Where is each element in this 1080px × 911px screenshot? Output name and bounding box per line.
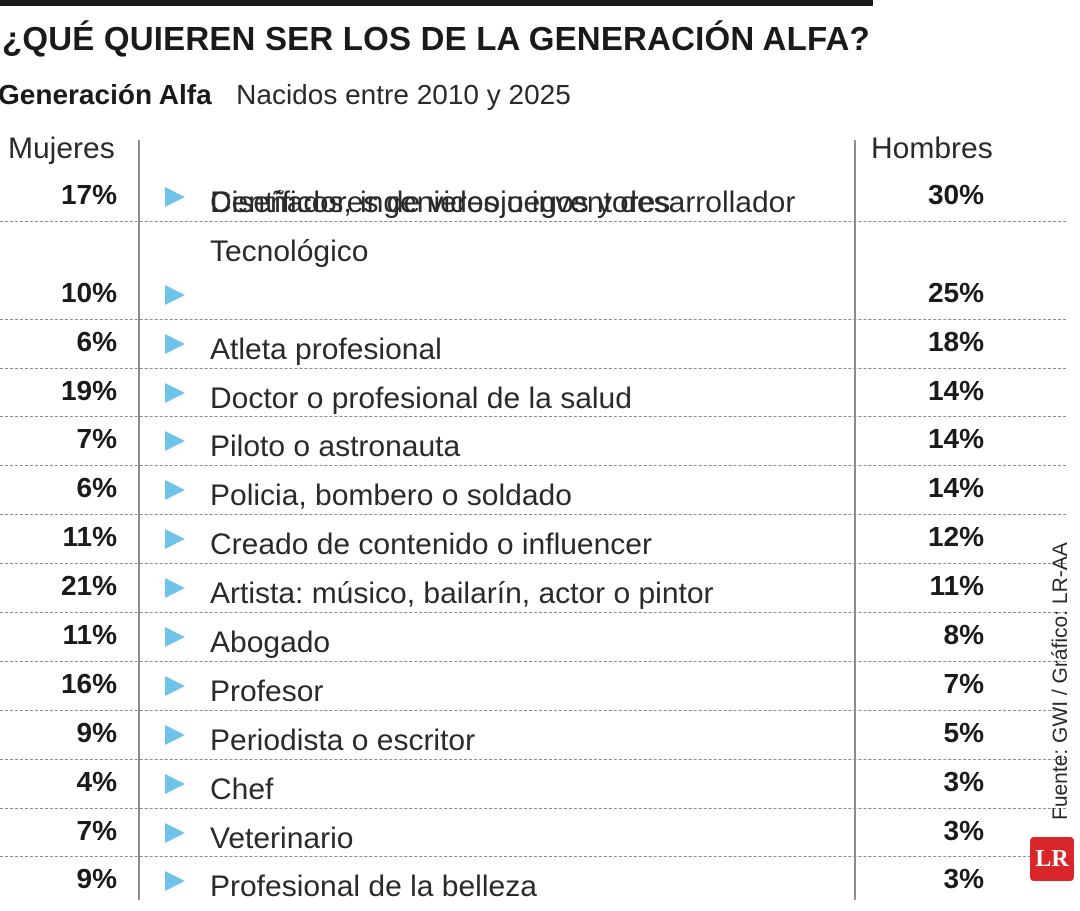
row-label: Periodista o escritor xyxy=(210,723,476,757)
men-value: 14% xyxy=(927,374,984,406)
table-row: 6% Atleta profesional 18% xyxy=(0,320,1066,369)
row-label: Profesor xyxy=(210,674,324,708)
row-separator xyxy=(0,220,1066,222)
men-value: 25% xyxy=(927,276,984,308)
table-row: 9% Profesional de la belleza 3% xyxy=(0,857,1066,906)
row-marker-icon xyxy=(165,724,185,745)
men-value: 30% xyxy=(927,179,984,210)
row-marker-icon xyxy=(165,480,185,501)
row-separator xyxy=(0,660,1066,662)
table-row: 7% Veterinario 3% xyxy=(0,809,1066,858)
women-value: 11% xyxy=(62,619,118,651)
row-label-line2: Tecnológico xyxy=(210,234,369,268)
row-separator xyxy=(0,856,1066,858)
women-value: 11% xyxy=(62,521,118,553)
men-value: 5% xyxy=(943,716,984,748)
men-value: 18% xyxy=(927,325,984,357)
women-value: 9% xyxy=(76,863,117,895)
row-label: Chef xyxy=(210,772,274,806)
row-label: Piloto o astronauta xyxy=(210,430,461,464)
women-value: 10% xyxy=(60,276,117,308)
men-value: 14% xyxy=(927,472,984,504)
women-value: 7% xyxy=(76,423,117,455)
table-row: 9% Periodista o escritor 5% xyxy=(0,711,1066,760)
table-row: 19% Doctor o profesional de la salud 14% xyxy=(0,369,1066,418)
women-value: 7% xyxy=(76,814,117,846)
women-value: 16% xyxy=(60,667,117,699)
row-separator xyxy=(0,514,1066,516)
women-value: 17% xyxy=(60,179,117,210)
men-value: 8% xyxy=(943,619,984,651)
row-marker-icon xyxy=(165,431,185,452)
table-row: 16% Profesor 7% xyxy=(0,662,1066,711)
row-separator xyxy=(0,612,1066,614)
row-marker-icon xyxy=(165,187,185,207)
row-marker-icon xyxy=(165,578,185,599)
men-value: 3% xyxy=(943,814,984,846)
chart-subtitle-note: Nacidos entre 2010 y 2025 xyxy=(236,79,571,110)
row-label: Doctor o profesional de la salud xyxy=(210,381,632,415)
men-value: 12% xyxy=(927,521,984,553)
men-value: 7% xyxy=(943,667,984,699)
table-row: 17% Centíficos, ingenieros o inventores 30… xyxy=(0,173,1066,222)
table-row: 4% Chef 3% xyxy=(0,760,1066,809)
row-label: Artista: músico, bailarín, actor o pinto… xyxy=(210,577,714,611)
row-label: Diseñadores de videojuegos y desarrollad… xyxy=(210,178,795,276)
row-label: Centíficos, ingenieros o inventores xyxy=(210,186,671,219)
table-body: 17% Centíficos, ingenieros o inventores 30… xyxy=(0,173,1066,906)
row-label: Abogado xyxy=(210,626,331,660)
table-row: 11% Abogado 8% xyxy=(0,613,1066,662)
row-marker-icon xyxy=(165,382,185,403)
chart-title: ¿QUÉ QUIEREN SER LOS DE LA GENERACIÓN AL… xyxy=(2,20,870,57)
women-value: 4% xyxy=(76,765,117,797)
men-value: 11% xyxy=(929,570,985,602)
row-separator xyxy=(0,709,1066,711)
table-row: 21% Artista: músico, bailarín, actor o pi… xyxy=(0,564,1066,614)
top-rule xyxy=(0,0,873,6)
row-label-line1: Diseñadores de videojuegos y desarrollad… xyxy=(210,185,796,219)
column-header-women: Mujeres xyxy=(8,132,115,165)
table-row: 11% Creado de contenido o influencer 12% xyxy=(0,515,1066,565)
column-divider-right xyxy=(854,140,856,900)
row-separator xyxy=(0,563,1066,565)
row-separator xyxy=(0,807,1066,809)
table-row: 6% Policia, bombero o soldado 14% xyxy=(0,466,1066,516)
women-value: 6% xyxy=(76,325,117,357)
row-marker-icon xyxy=(165,773,185,794)
women-value: 21% xyxy=(60,570,117,602)
row-marker-icon xyxy=(165,675,185,696)
row-label: Creado de contenido o influencer xyxy=(210,528,652,562)
women-value: 9% xyxy=(76,716,117,748)
row-label: Profesional de la belleza xyxy=(210,870,537,904)
row-label: Veterinario xyxy=(210,821,354,855)
lr-logo: LR xyxy=(1030,837,1074,881)
row-marker-icon xyxy=(165,822,185,843)
column-divider-left xyxy=(138,140,140,900)
row-marker-icon xyxy=(165,627,185,648)
row-label: Atleta profesional xyxy=(210,332,442,366)
women-value: 6% xyxy=(76,472,117,504)
row-marker-icon xyxy=(165,871,185,892)
row-label: Policia, bombero o soldado xyxy=(210,479,572,513)
row-marker-icon xyxy=(165,333,185,354)
row-separator xyxy=(0,416,1066,418)
row-marker-icon xyxy=(165,529,185,550)
men-value: 14% xyxy=(927,423,984,455)
women-value: 19% xyxy=(60,374,117,406)
men-value: 3% xyxy=(943,863,984,895)
row-marker-icon xyxy=(165,284,185,305)
table-row: 10% Diseñadores de videojuegos y desarrol… xyxy=(0,186,1066,320)
source-note: Fuente: GWI / Gráfico: LR-AA xyxy=(1049,542,1072,820)
column-header-men: Hombres xyxy=(871,132,993,165)
subtitle-block: Generación Alfa Nacidos entre 2010 y 202… xyxy=(0,79,571,111)
table-row: 7% Piloto o astronauta 14% xyxy=(0,417,1066,467)
row-separator xyxy=(0,318,1066,320)
row-separator xyxy=(0,465,1066,467)
row-separator xyxy=(0,758,1066,760)
men-value: 3% xyxy=(943,765,984,797)
row-separator xyxy=(0,367,1066,369)
chart-subtitle: Generación Alfa xyxy=(0,79,212,110)
